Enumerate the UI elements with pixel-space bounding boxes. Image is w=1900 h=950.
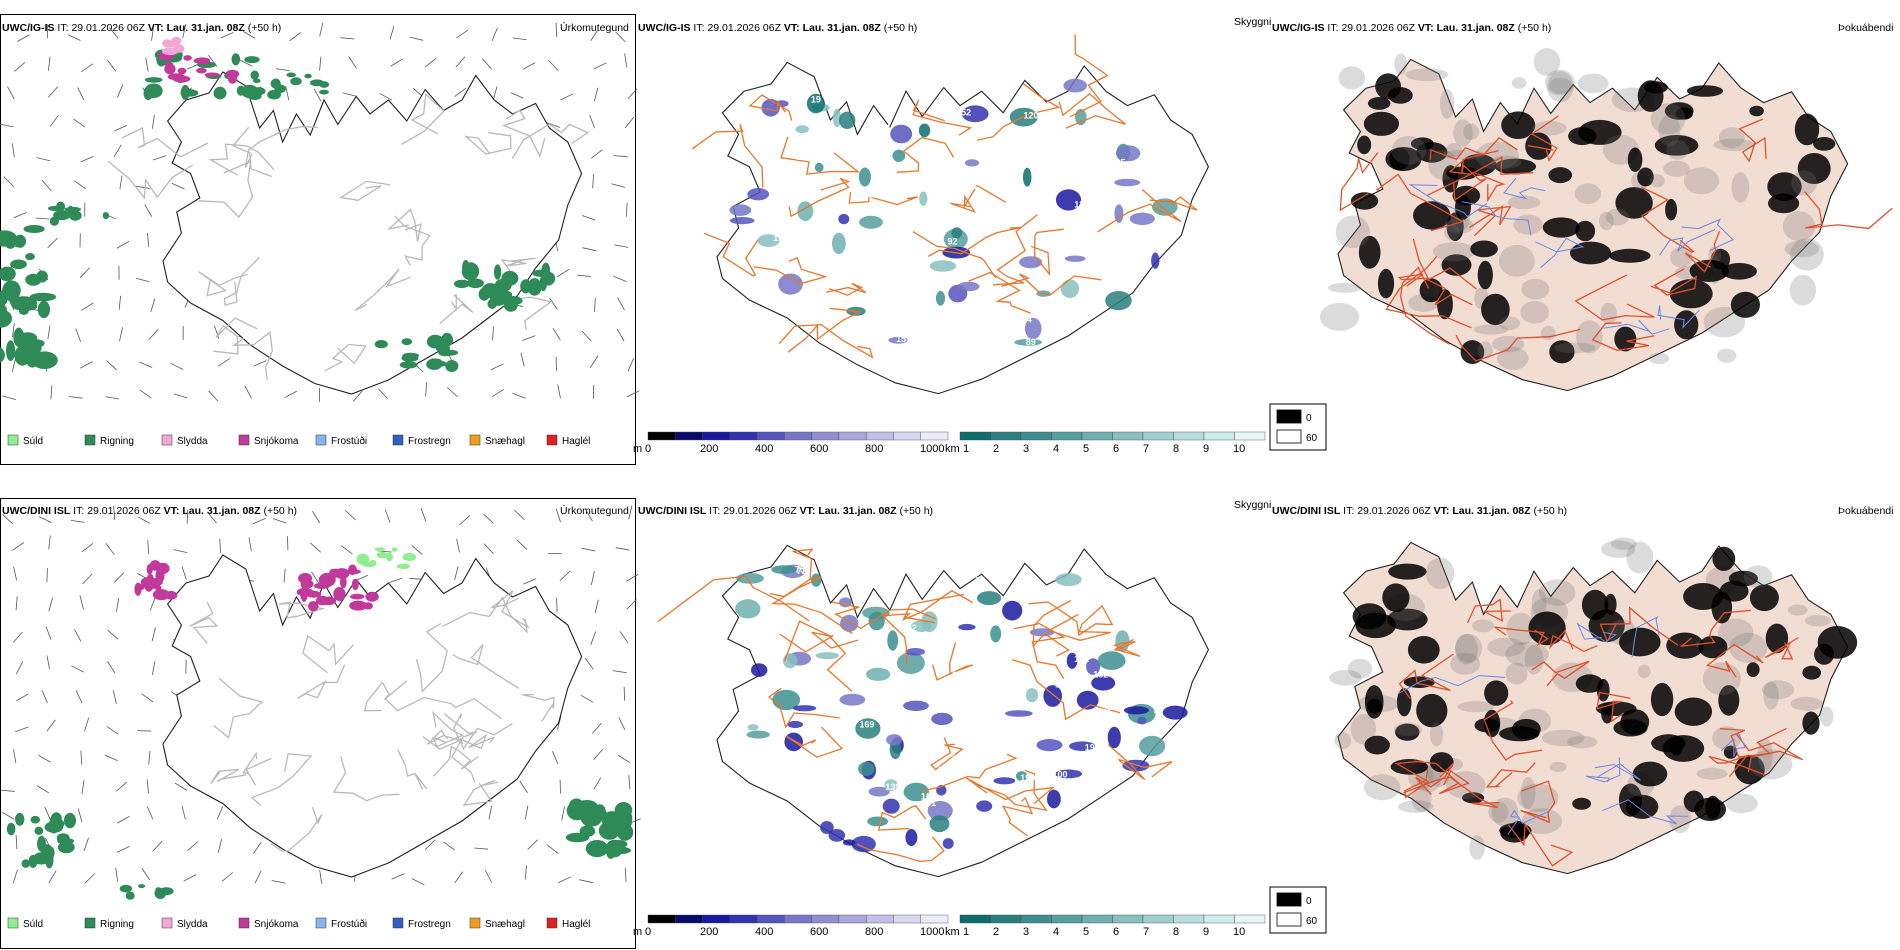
header-igis: UWC/IG-IS IT: 29.01.2026 06Z VT: Lau. 31…	[2, 22, 281, 34]
vt-label: VT:	[783, 22, 800, 34]
it-label: IT:	[1343, 505, 1355, 517]
model-name: UWC/DINI ISL	[1272, 505, 1341, 517]
vt-value: Lau. 31.jan. 08Z	[818, 505, 897, 517]
vt-value: Lau. 31.jan. 08Z	[802, 22, 881, 34]
lead-hours: (+50 h)	[899, 505, 934, 517]
it-value: 29.01.2026 06Z	[707, 22, 781, 34]
vt-label: VT:	[799, 505, 816, 517]
model-name: UWC/IG-IS	[638, 22, 691, 34]
vis-header-dini: UWC/DINI ISL IT: 29.01.2026 06Z VT: Lau.…	[638, 505, 933, 517]
fog-title: Þokuábendi	[1838, 22, 1894, 34]
fog-title: Þokuábendi	[1838, 505, 1894, 517]
vis-title: Skyggni	[1234, 499, 1272, 511]
model-name: UWC/IG-IS	[1272, 22, 1325, 34]
it-label: IT:	[73, 505, 85, 517]
precip-title: Úrkomutegund	[560, 505, 629, 517]
it-value: 29.01.2026 06Z	[71, 22, 145, 34]
it-label: IT:	[57, 22, 69, 34]
it-label: IT:	[1327, 22, 1339, 34]
it-label: IT:	[709, 505, 721, 517]
forecast-row-igis: UWC/IG-IS IT: 29.01.2026 06Z VT: Lau. 31…	[0, 14, 1894, 465]
vt-value: Lau. 31.jan. 08Z	[1452, 505, 1531, 517]
model-name: UWC/DINI ISL	[2, 505, 71, 517]
vt-label: VT:	[147, 22, 164, 34]
vis-title: Skyggni	[1234, 16, 1272, 28]
it-label: IT:	[693, 22, 705, 34]
model-name: UWC/IG-IS	[2, 22, 55, 34]
vt-value: Lau. 31.jan. 08Z	[166, 22, 245, 34]
it-value: 29.01.2026 06Z	[1341, 22, 1415, 34]
lead-hours: (+50 h)	[1517, 22, 1552, 34]
lead-hours: (+50 h)	[247, 22, 282, 34]
forecast-row-dini: UWC/DINI ISL IT: 29.01.2026 06Z VT: Lau.…	[0, 483, 1900, 950]
precip-panel	[0, 498, 636, 949]
it-value: 29.01.2026 06Z	[1357, 505, 1431, 517]
precip-panel	[0, 14, 636, 465]
header-dini: UWC/DINI ISL IT: 29.01.2026 06Z VT: Lau.…	[2, 505, 297, 517]
it-value: 29.01.2026 06Z	[87, 505, 161, 517]
precip-title: Úrkomutegund	[560, 22, 629, 34]
fog-header-igis: UWC/IG-IS IT: 29.01.2026 06Z VT: Lau. 31…	[1272, 22, 1551, 34]
vt-value: Lau. 31.jan. 08Z	[1436, 22, 1515, 34]
vt-label: VT:	[1433, 505, 1450, 517]
lead-hours: (+50 h)	[263, 505, 298, 517]
lead-hours: (+50 h)	[883, 22, 918, 34]
it-value: 29.01.2026 06Z	[723, 505, 797, 517]
lead-hours: (+50 h)	[1533, 505, 1568, 517]
vt-label: VT:	[163, 505, 180, 517]
vt-label: VT:	[1417, 22, 1434, 34]
vis-header-igis: UWC/IG-IS IT: 29.01.2026 06Z VT: Lau. 31…	[638, 22, 917, 34]
model-name: UWC/DINI ISL	[638, 505, 707, 517]
fog-header-dini: UWC/DINI ISL IT: 29.01.2026 06Z VT: Lau.…	[1272, 505, 1567, 517]
vt-value: Lau. 31.jan. 08Z	[182, 505, 261, 517]
